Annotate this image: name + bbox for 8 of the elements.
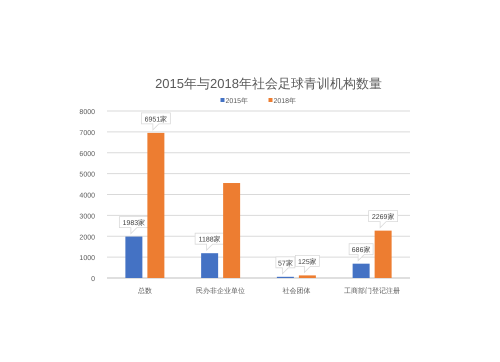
bar (223, 183, 240, 278)
bar (125, 236, 142, 278)
bar (374, 230, 392, 278)
bar (147, 132, 164, 278)
bar (201, 253, 218, 278)
bar (298, 275, 316, 278)
chart-title: 2015年与2018年社会足球青训机构数量 (155, 76, 382, 91)
bar (352, 264, 370, 278)
